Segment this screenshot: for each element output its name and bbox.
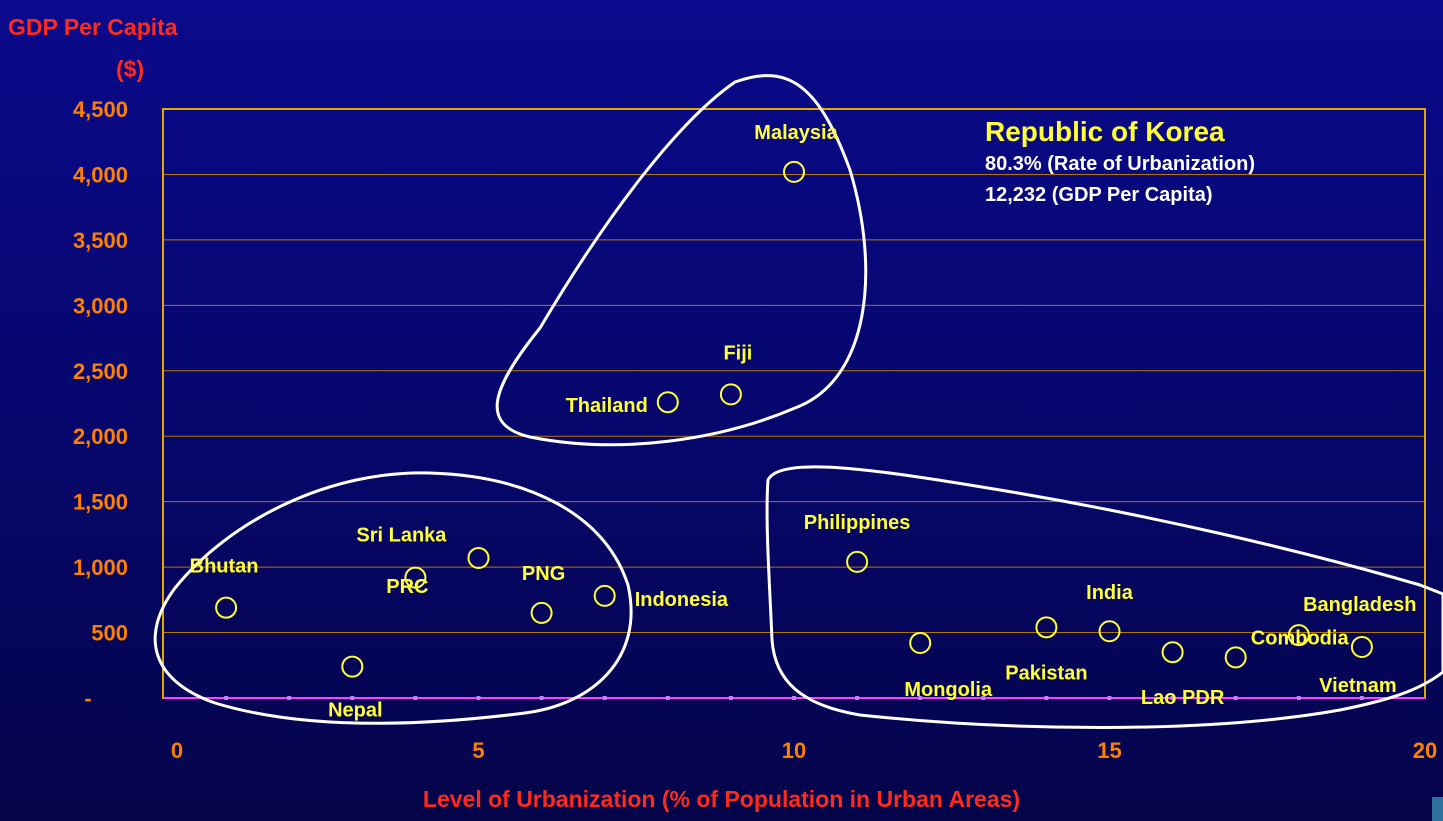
data-point — [721, 384, 741, 404]
y-tick-label: 3,500 — [73, 228, 128, 253]
y-axis-tick-labels: - 500 1,000 1,500 2,000 2,500 3,000 3,500 4,000 4… — [73, 97, 128, 711]
baseline-marker — [855, 696, 859, 700]
data-point — [658, 392, 678, 412]
baseline-marker — [1234, 696, 1238, 700]
annotation-gdp-per-capita: 12,232 (GDP Per Capita) — [985, 180, 1255, 211]
data-point-label: Thailand — [566, 395, 648, 417]
data-point — [1036, 617, 1056, 637]
data-point-label: India — [1086, 582, 1134, 604]
data-point — [784, 162, 804, 182]
y-tick-label: 3,000 — [73, 293, 128, 318]
korea-annotation: Republic of Korea 80.3% (Rate of Urbaniz… — [985, 115, 1255, 211]
baseline-marker — [666, 696, 670, 700]
data-point — [532, 603, 552, 623]
y-tick-label: - — [84, 686, 91, 711]
baseline-marker — [477, 696, 481, 700]
baseline-marker — [540, 696, 544, 700]
baseline-marker — [1297, 696, 1301, 700]
data-point-label: Malaysia — [754, 122, 838, 144]
data-point-label: Mongolia — [904, 679, 993, 701]
data-point-label: Bhutan — [190, 556, 259, 578]
data-point-label: Nepal — [328, 700, 382, 722]
baseline-marker — [287, 696, 291, 700]
annotation-title: Republic of Korea — [985, 115, 1255, 149]
data-point-label: Combodia — [1251, 627, 1350, 649]
x-axis-title: Level of Urbanization (% of Population i… — [0, 786, 1443, 813]
x-tick-label: 5 — [472, 738, 484, 763]
data-point — [910, 633, 930, 653]
y-tick-label: 2,500 — [73, 359, 128, 384]
data-point — [847, 552, 867, 572]
baseline-marker — [729, 696, 733, 700]
y-tick-label: 1,500 — [73, 490, 128, 515]
y-tick-label: 500 — [91, 621, 128, 646]
data-point-label: Sri Lanka — [356, 525, 447, 547]
baseline-marker — [792, 696, 796, 700]
data-point-label: Fiji — [723, 342, 752, 364]
annotation-urbanization-rate: 80.3% (Rate of Urbanization) — [985, 149, 1255, 180]
data-point — [1352, 637, 1372, 657]
y-tick-label: 4,500 — [73, 97, 128, 122]
data-point-label: PNG — [522, 563, 565, 585]
data-point-label: Indonesia — [635, 589, 729, 611]
x-tick-label: 10 — [782, 738, 806, 763]
x-tick-label: 20 — [1413, 738, 1437, 763]
data-point — [595, 586, 615, 606]
data-point — [469, 548, 489, 568]
data-point-label: Lao PDR — [1141, 687, 1225, 709]
data-point — [342, 657, 362, 677]
data-point — [216, 598, 236, 618]
x-tick-label: 15 — [1097, 738, 1121, 763]
y-tick-label: 4,000 — [73, 162, 128, 187]
data-point-label: Vietnam — [1319, 675, 1396, 697]
gridlines — [163, 174, 1425, 632]
data-point-label: PRC — [386, 576, 428, 598]
data-point-label: Philippines — [804, 512, 911, 534]
data-points — [216, 162, 1372, 677]
x-axis-tick-labels: 0 5 10 15 20 — [171, 738, 1437, 763]
baseline-marker — [224, 696, 228, 700]
baseline-marker — [1044, 696, 1048, 700]
baseline-marker — [1108, 696, 1112, 700]
data-point — [1100, 621, 1120, 641]
y-tick-label: 1,000 — [73, 555, 128, 580]
data-point — [1163, 642, 1183, 662]
data-point-label: Pakistan — [1005, 662, 1087, 684]
data-point — [1226, 647, 1246, 667]
baseline-marker — [413, 696, 417, 700]
data-point-label: Bangladesh — [1303, 594, 1416, 616]
data-point-labels: Bhutan Nepal Sri Lanka PRC PNG Indonesia Thail… — [190, 122, 1417, 722]
slide-corner-mark — [1432, 797, 1443, 821]
baseline-marker — [603, 696, 607, 700]
x-tick-label: 0 — [171, 738, 183, 763]
y-tick-label: 2,000 — [73, 424, 128, 449]
